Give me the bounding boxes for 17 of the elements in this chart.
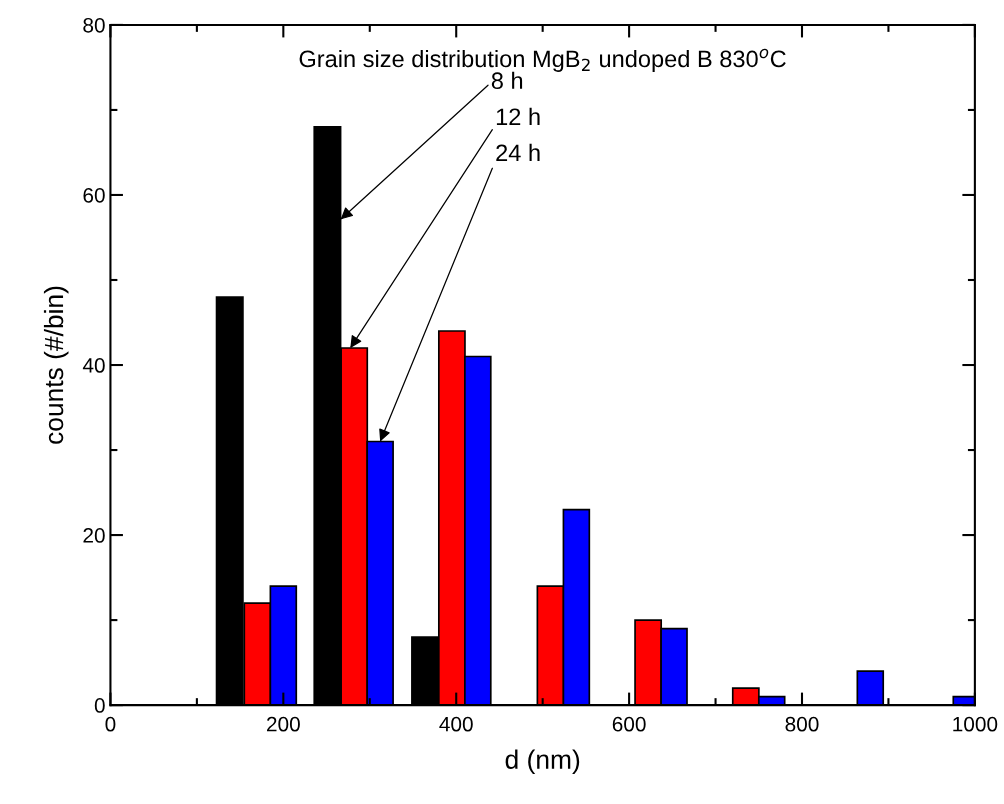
y-tick-label: 80 — [83, 17, 105, 33]
x-tick-label: 800 — [785, 716, 819, 732]
x-axis-title: d (nm) — [505, 749, 580, 775]
y-tick-label: 0 — [94, 698, 105, 713]
text: Grain size distribution MgB$_{2}$ undoped B 830$^{o}$C — [299, 48, 786, 72]
x-tick-label: 1000 — [953, 716, 998, 732]
x-tick-label: 400 — [439, 716, 473, 732]
x-tick-label: 0 — [105, 716, 116, 732]
y-axis-title: counts (#/bin) — [43, 286, 69, 444]
text: 8 h — [491, 71, 523, 90]
y-tick-label: 60 — [83, 187, 105, 203]
x-tick-label: 600 — [612, 716, 646, 732]
x-tick-label: 200 — [267, 716, 300, 732]
text: 12 h — [496, 107, 540, 125]
y-tick-label: 40 — [82, 358, 105, 373]
text: 24 h — [496, 143, 540, 161]
y-tick-label: 20 — [83, 528, 105, 543]
